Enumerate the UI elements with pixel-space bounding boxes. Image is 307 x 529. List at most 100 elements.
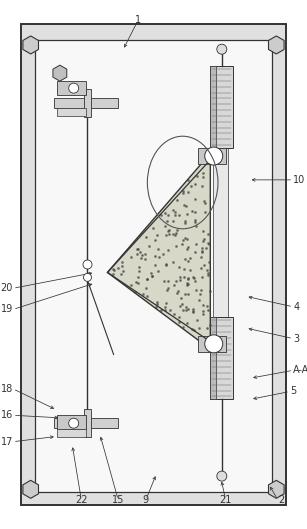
Point [192,274,197,282]
Polygon shape [107,153,210,349]
Point [199,272,204,281]
Point [198,290,203,299]
Point [134,278,139,287]
Point [144,284,149,292]
Point [182,200,187,209]
Point [195,316,200,324]
Point [165,246,170,254]
Point [204,266,209,275]
Circle shape [83,260,92,269]
Point [177,276,182,285]
Point [185,305,190,313]
Point [152,236,157,244]
Point [201,307,206,315]
Point [162,303,167,311]
Point [192,277,197,285]
Point [174,241,179,250]
Point [183,234,188,242]
Point [190,325,195,333]
Point [182,272,187,281]
Point [162,277,167,286]
Circle shape [205,335,223,353]
Point [193,217,198,226]
Circle shape [84,273,91,281]
Point [185,210,189,218]
Point [197,296,202,304]
Text: 17: 17 [1,437,13,446]
Point [119,269,123,278]
Point [116,264,121,272]
Point [205,342,210,350]
Text: 10: 10 [293,175,305,185]
Text: 5: 5 [290,387,296,396]
Point [165,217,170,225]
Point [155,299,160,308]
Point [144,292,149,300]
Point [175,226,180,235]
Point [201,196,206,205]
Polygon shape [269,480,284,498]
Circle shape [217,471,227,481]
Point [186,257,191,265]
Bar [210,317,233,399]
Point [204,302,209,311]
Point [185,279,189,287]
Point [177,263,181,271]
Point [200,169,205,177]
Point [190,307,195,316]
Polygon shape [23,36,38,54]
Point [172,208,177,216]
Point [149,269,154,277]
Point [166,226,171,234]
Point [183,290,188,298]
Text: 16: 16 [1,411,13,420]
Point [145,275,150,283]
Point [119,258,124,266]
Text: 18: 18 [1,384,13,394]
Point [202,199,207,207]
Point [207,258,212,267]
Point [160,250,165,258]
Point [165,211,170,220]
Point [167,230,172,239]
Bar [54,98,118,108]
Point [162,306,167,315]
Point [200,237,205,245]
Point [177,273,182,281]
Point [152,260,157,269]
Point [199,264,204,272]
Point [164,231,169,239]
Point [173,231,177,240]
Point [200,310,205,318]
Text: 4: 4 [293,302,299,312]
Point [155,245,160,254]
Point [185,289,190,298]
Circle shape [205,147,223,165]
Point [199,253,204,261]
Point [177,317,181,326]
Polygon shape [53,65,67,81]
Point [185,318,189,327]
Point [199,247,204,255]
Bar [57,108,86,116]
Point [145,275,150,283]
Point [170,216,175,225]
Point [205,324,210,332]
Point [154,298,159,307]
Point [136,262,141,271]
Point [158,306,163,314]
Text: 9: 9 [143,495,149,505]
Bar [84,409,91,437]
Point [140,290,145,298]
Circle shape [69,83,79,93]
Point [142,250,147,258]
Point [194,171,199,180]
Point [182,217,187,225]
Text: 20: 20 [1,284,13,293]
Point [206,269,211,277]
Point [192,179,197,188]
Point [185,280,189,289]
Point [208,321,212,330]
Point [162,208,167,217]
Bar [210,66,233,148]
